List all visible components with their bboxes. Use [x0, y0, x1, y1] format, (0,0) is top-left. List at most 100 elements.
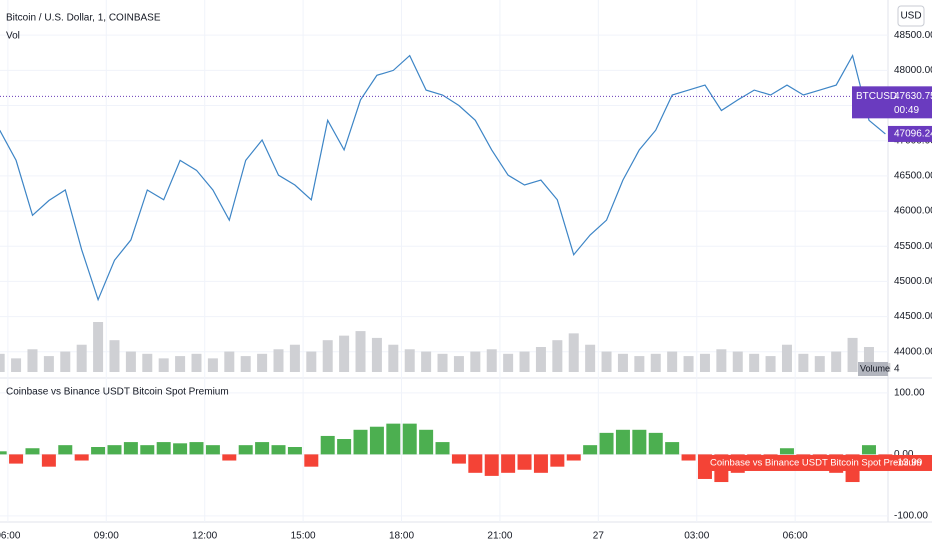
- premium-bar: [484, 454, 499, 476]
- premium-bar: [451, 454, 466, 464]
- chart-title: Bitcoin / U.S. Dollar, 1, COINBASE: [6, 13, 161, 24]
- y-tick-label: 100.00: [894, 388, 925, 399]
- volume-bar: [503, 353, 514, 372]
- premium-bar: [648, 432, 663, 455]
- price-tag-countdown: 00:49: [894, 105, 919, 116]
- premium-bar: [271, 445, 286, 455]
- premium-bar: [681, 454, 696, 461]
- volume-bar: [453, 356, 464, 372]
- premium-bar: [58, 445, 73, 455]
- volume-bar: [519, 351, 530, 372]
- y-tick-label: 0.00: [894, 449, 914, 460]
- x-tick-label: 06:00: [0, 531, 21, 542]
- volume-last: 4: [894, 364, 900, 375]
- volume-bar: [601, 351, 612, 372]
- volume-bar: [207, 358, 218, 372]
- premium-bar: [566, 454, 581, 461]
- volume-bar: [175, 356, 186, 372]
- last-price-box: [888, 125, 932, 142]
- y-tick-label: 46000.00: [894, 206, 932, 217]
- volume-label-box: [858, 362, 888, 376]
- premium-bar: [615, 429, 630, 455]
- premium-bar: [861, 445, 876, 455]
- premium-bar: [255, 442, 270, 455]
- last-price-label: 47096.24: [894, 129, 932, 140]
- premium-bar: [222, 454, 237, 461]
- price-line: [0, 53, 886, 302]
- x-tick-label: 06:00: [783, 531, 808, 542]
- currency-button-label[interactable]: USD: [900, 11, 921, 22]
- volume-bar: [93, 322, 104, 372]
- volume-bar: [240, 356, 251, 372]
- volume-bar: [339, 335, 350, 372]
- premium-tag-box: [706, 454, 932, 471]
- volume-bar: [76, 344, 87, 372]
- premium-bar: [468, 454, 483, 473]
- premium-bar: [41, 454, 56, 467]
- x-tick-label: 27: [593, 531, 605, 542]
- premium-bar: [107, 445, 122, 455]
- volume-bar: [125, 351, 136, 372]
- volume-bar: [437, 353, 448, 372]
- volume-bar: [322, 340, 333, 372]
- premium-bar: [287, 447, 302, 455]
- volume-bar: [109, 340, 120, 372]
- premium-bar: [173, 443, 188, 455]
- premium-bar: [665, 442, 680, 455]
- x-tick-label: 21:00: [487, 531, 512, 542]
- premium-bar: [550, 454, 565, 467]
- volume-bar: [158, 358, 169, 372]
- x-tick-label: 09:00: [94, 531, 119, 542]
- pane-title: Coinbase vs Binance USDT Bitcoin Spot Pr…: [6, 387, 229, 398]
- volume-bar: [142, 353, 153, 372]
- indicator-label: Vol: [6, 31, 20, 42]
- premium-bar: [156, 442, 171, 455]
- volume-bar: [798, 353, 809, 372]
- volume-bar: [191, 353, 202, 372]
- y-tick-label: 48000.00: [894, 65, 932, 76]
- price-tag-value: 47630.75: [894, 91, 932, 102]
- premium-bar: [435, 442, 450, 455]
- volume-bar: [11, 358, 22, 372]
- volume-bar: [27, 349, 38, 372]
- premium-bar: [9, 454, 24, 464]
- volume-bar: [699, 353, 710, 372]
- premium-bar: [501, 454, 516, 473]
- volume-bar: [289, 344, 300, 372]
- y-tick-label: 45500.00: [894, 241, 932, 252]
- premium-bar: [337, 439, 352, 455]
- volume-bar: [0, 353, 5, 372]
- premium-bar: [74, 454, 89, 461]
- volume-bar: [43, 356, 54, 372]
- volume-bar: [470, 351, 481, 372]
- volume-bar: [667, 351, 678, 372]
- x-tick-label: 15:00: [291, 531, 316, 542]
- volume-bar: [371, 337, 382, 372]
- premium-bar: [419, 429, 434, 455]
- volume-bar: [716, 349, 727, 372]
- volume-bar: [732, 351, 743, 372]
- volume-bar: [257, 353, 268, 372]
- volume-legend: Volume: [860, 363, 890, 373]
- volume-bar: [273, 349, 284, 372]
- premium-bar: [205, 445, 220, 455]
- volume-bar: [814, 356, 825, 372]
- volume-bar: [568, 333, 579, 372]
- currency-button[interactable]: [897, 5, 925, 27]
- volume-bar: [749, 353, 760, 372]
- y-tick-label: 45000.00: [894, 276, 932, 287]
- volume-bar: [486, 349, 497, 372]
- premium-bar: [140, 445, 155, 455]
- premium-bar: [369, 426, 384, 455]
- premium-tag-name: Coinbase vs Binance USDT Bitcoin Spot Pr…: [710, 457, 922, 468]
- x-tick-label: 03:00: [684, 531, 709, 542]
- volume-bar: [863, 347, 874, 372]
- y-tick-label: 44500.00: [894, 311, 932, 322]
- premium-bar: [386, 423, 401, 455]
- volume-bar: [781, 344, 792, 372]
- y-tick-label: -100.00: [894, 510, 928, 521]
- volume-bar: [847, 337, 858, 372]
- premium-bar: [402, 423, 417, 455]
- x-tick-label: 18:00: [389, 531, 414, 542]
